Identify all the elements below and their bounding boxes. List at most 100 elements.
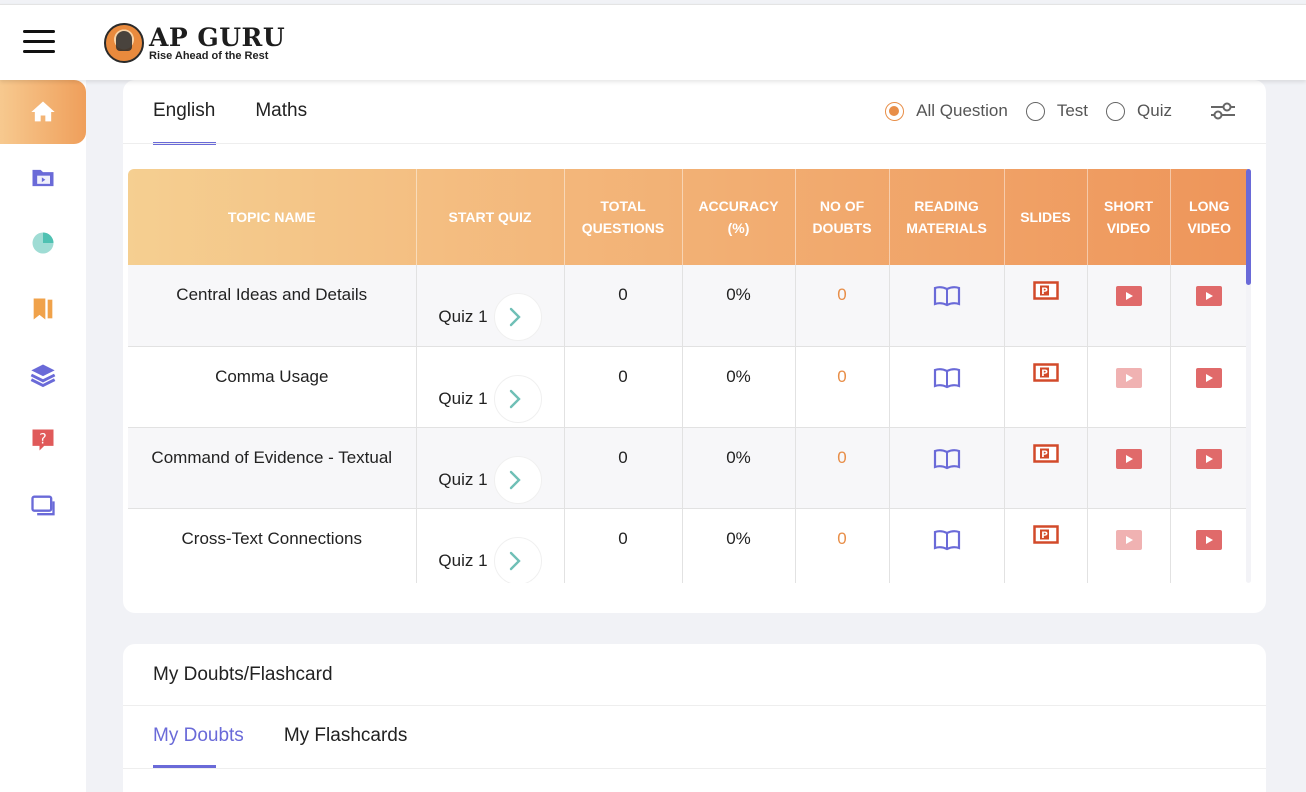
sidebar-item-analytics[interactable]	[0, 211, 86, 275]
header-short-video: SHORT VIDEO	[1087, 169, 1171, 265]
slides-cell: P	[1004, 265, 1088, 346]
windows-icon	[31, 495, 55, 516]
sidebar-item-tests[interactable]	[0, 474, 86, 538]
topic-name: Cross-Text Connections	[128, 508, 417, 583]
quiz-label: Quiz 1	[438, 550, 488, 570]
divider	[123, 143, 1266, 144]
short-video-cell	[1087, 427, 1171, 508]
sidebar-item-courses[interactable]	[0, 343, 86, 407]
long-video-cell	[1170, 265, 1248, 346]
quiz-label: Quiz 1	[438, 307, 488, 326]
radio-quiz[interactable]: Quiz	[1106, 101, 1172, 121]
slides-icon[interactable]: P	[1032, 524, 1059, 552]
tab-my-flashcards[interactable]: My Flashcards	[283, 725, 408, 746]
reading-materials-cell	[889, 346, 1005, 427]
start-quiz-button[interactable]	[493, 293, 542, 341]
slides-icon[interactable]: P	[1032, 281, 1059, 308]
question-filter: All Question Test Quiz	[867, 100, 1236, 122]
doubts-count[interactable]: 0	[795, 346, 890, 427]
table-row: Central Ideas and Details Quiz 1 0 0% 0 P	[128, 265, 1248, 346]
start-quiz-button[interactable]	[493, 374, 542, 423]
tab-english[interactable]: English	[153, 80, 217, 145]
book-icon[interactable]	[933, 448, 961, 475]
slides-cell: P	[1004, 427, 1088, 508]
table-row: Command of Evidence - Textual Quiz 1 0 0% 0 P	[128, 427, 1248, 508]
sidebar-item-home[interactable]	[0, 80, 86, 144]
pie-chart-icon	[32, 232, 54, 254]
logo-tagline: Rise Ahead of the Rest	[149, 49, 269, 62]
header-no-of-doubts: NO OF DOUBTS	[795, 169, 890, 265]
doubts-card: My Doubts/Flashcard My Doubts My Flashca…	[123, 644, 1266, 792]
doubts-card-title: My Doubts/Flashcard	[153, 664, 333, 685]
book-icon[interactable]	[933, 285, 961, 312]
sidebar-item-bookmarks[interactable]	[0, 277, 86, 341]
long-video-cell	[1170, 508, 1248, 583]
doubts-count[interactable]: 0	[795, 265, 890, 346]
accuracy: 0%	[682, 346, 796, 427]
radio-test[interactable]: Test	[1025, 101, 1089, 121]
reading-materials-cell	[889, 427, 1005, 508]
sliders-icon[interactable]	[1210, 100, 1236, 122]
question-chat-icon: ?	[32, 429, 54, 451]
layers-icon	[30, 364, 56, 388]
subject-tabs: English Maths	[153, 80, 347, 145]
hamburger-menu-icon[interactable]	[23, 30, 55, 56]
doubts-tabs: My Doubts My Flashcards	[153, 706, 447, 768]
sidebar-item-videos[interactable]	[0, 146, 86, 210]
topic-name: Central Ideas and Details	[128, 265, 417, 346]
radio-all-question[interactable]: All Question	[885, 101, 1008, 121]
header-long-video: LONG VIDEO	[1187, 198, 1232, 236]
start-quiz-cell: Quiz 1	[416, 508, 565, 583]
table-header: TOPIC NAME START QUIZ TOTAL QUESTIONS AC…	[128, 169, 1248, 265]
bookmark-icon	[33, 298, 53, 320]
slides-icon[interactable]: P	[1032, 443, 1059, 471]
video-play-icon[interactable]	[1115, 286, 1142, 311]
chevron-right-icon	[508, 388, 522, 410]
video-play-icon	[1115, 367, 1142, 393]
home-icon	[31, 101, 55, 122]
logo[interactable]: AP GURU Rise Ahead of the Rest	[104, 23, 285, 63]
tab-my-doubts[interactable]: My Doubts	[153, 706, 244, 768]
accuracy: 0%	[682, 265, 796, 346]
short-video-cell	[1087, 346, 1171, 427]
start-quiz-button[interactable]	[493, 455, 542, 504]
slides-icon[interactable]: P	[1032, 362, 1059, 390]
svg-text:P: P	[1041, 531, 1048, 541]
sidebar: ?	[0, 80, 86, 792]
start-quiz-cell: Quiz 1	[416, 265, 565, 346]
video-play-icon[interactable]	[1196, 529, 1223, 555]
topic-name: Comma Usage	[128, 346, 417, 427]
topics-card: English Maths All Question Test Quiz TOP…	[123, 80, 1266, 613]
svg-text:P: P	[1041, 450, 1048, 460]
total-questions: 0	[564, 427, 683, 508]
table-scrollbar[interactable]	[1246, 169, 1251, 583]
video-play-icon[interactable]	[1196, 367, 1223, 393]
table-row: Comma Usage Quiz 1 0 0% 0 P	[128, 346, 1248, 427]
video-play-icon[interactable]	[1115, 448, 1142, 474]
long-video-cell	[1170, 346, 1248, 427]
header-total-questions: TOTAL QUESTIONS	[564, 169, 683, 265]
chevron-right-icon	[508, 306, 522, 328]
total-questions: 0	[564, 346, 683, 427]
doubts-count[interactable]: 0	[795, 508, 890, 583]
divider	[123, 768, 1266, 769]
radio-label: Test	[1056, 101, 1089, 120]
start-quiz-cell: Quiz 1	[416, 346, 565, 427]
book-icon[interactable]	[933, 367, 961, 394]
quiz-label: Quiz 1	[438, 469, 488, 489]
slides-cell: P	[1004, 508, 1088, 583]
book-icon[interactable]	[933, 529, 961, 556]
header-slides: SLIDES	[1004, 169, 1088, 265]
sidebar-item-doubts[interactable]: ?	[0, 408, 86, 472]
tab-maths[interactable]: Maths	[255, 100, 308, 121]
short-video-cell	[1087, 265, 1171, 346]
radio-label: All Question	[916, 101, 1008, 120]
table-row: Cross-Text Connections Quiz 1 0 0% 0 P	[128, 508, 1248, 583]
header-start-quiz: START QUIZ	[416, 169, 565, 265]
header-topic-name: TOPIC NAME	[128, 169, 417, 265]
doubts-count[interactable]: 0	[795, 427, 890, 508]
start-quiz-button[interactable]	[493, 536, 542, 583]
video-play-icon[interactable]	[1196, 286, 1223, 311]
top-bar: AP GURU Rise Ahead of the Rest	[0, 4, 1306, 80]
video-play-icon[interactable]	[1196, 448, 1223, 474]
